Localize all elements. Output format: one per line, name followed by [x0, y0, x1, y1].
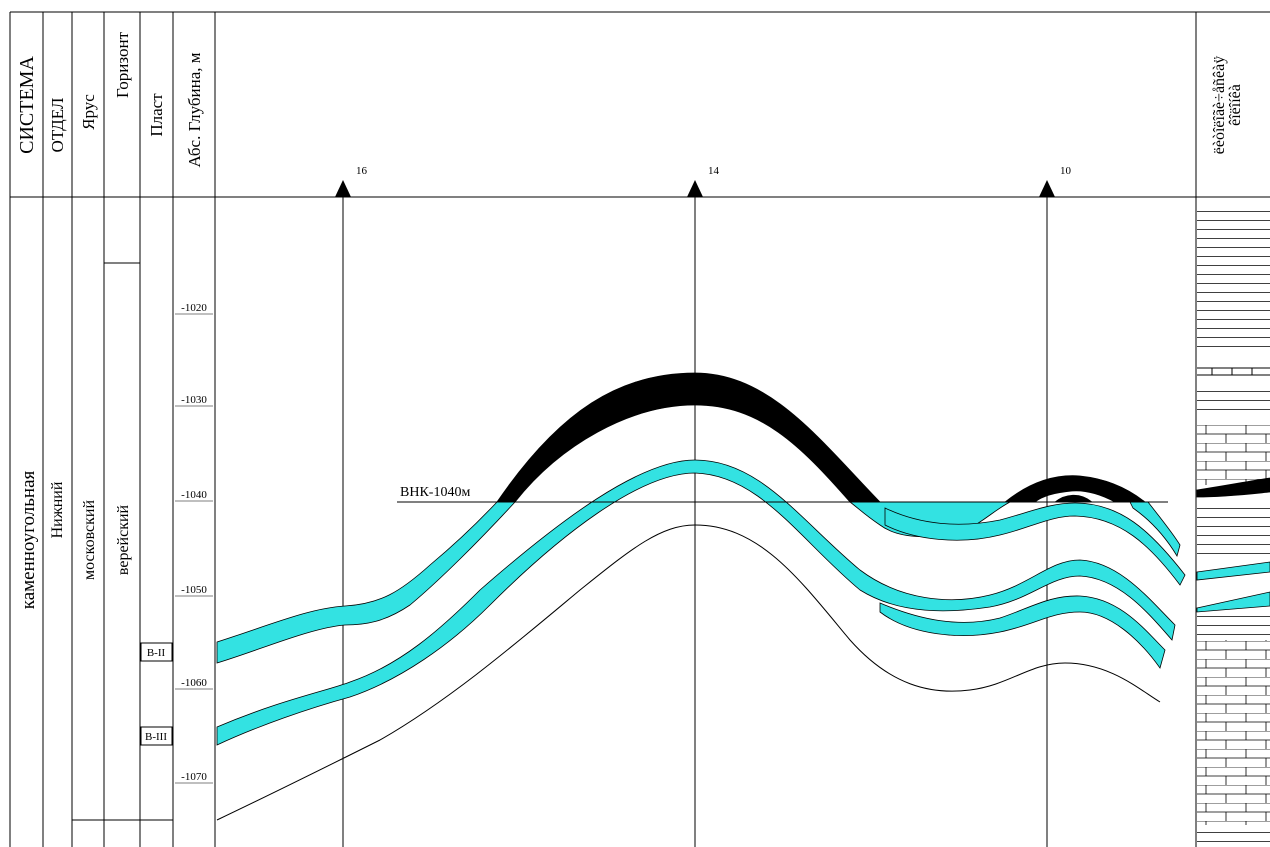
header-label: ОТДЕЛ — [48, 97, 67, 152]
system-label: каменноугольная — [18, 470, 39, 609]
well-label: 14 — [708, 165, 720, 177]
well-label: 16 — [356, 165, 368, 177]
layer-label: В-II — [147, 647, 166, 659]
header-labels: СИСТЕМА ОТДЕЛ Ярус Горизонт Пласт Абс. Г… — [16, 31, 1244, 167]
layers: ВНК-1040м — [217, 373, 1185, 820]
division-label: Нижний — [49, 481, 66, 538]
lithology-header: êîëîíêà — [1227, 84, 1244, 126]
water-layer — [217, 502, 515, 663]
well-marker — [687, 180, 703, 197]
well-label: 10 — [1060, 165, 1072, 177]
well-marker — [335, 180, 351, 197]
well-marker — [1039, 180, 1055, 197]
depth-label: -1020 — [181, 302, 207, 314]
cross-section: СИСТЕМА ОТДЕЛ Ярус Горизонт Пласт Абс. Г… — [0, 0, 1270, 847]
layer-label: В-III — [145, 731, 167, 743]
depth-label: -1040 — [181, 489, 207, 501]
horizon-label: верейский — [115, 504, 132, 575]
oil-lens — [497, 373, 880, 502]
depth-label: -1060 — [181, 677, 207, 689]
water-layer — [217, 460, 1175, 745]
header-label: Пласт — [147, 93, 166, 137]
oil-lens — [1055, 495, 1092, 502]
depth-label: -1050 — [181, 584, 207, 596]
lithology-header: ëèòîëîãè÷åñêàÿ — [1211, 56, 1228, 154]
depth-label: -1030 — [181, 394, 207, 406]
header-label: Абс. Глубина, м — [185, 52, 204, 167]
stage-label: московский — [81, 500, 98, 580]
depth-scale: -1020 -1030 -1040 -1050 -1060 -1070 — [175, 302, 213, 783]
base-horizon — [217, 525, 1160, 820]
depth-label: -1070 — [181, 771, 207, 783]
header-label: Ярус — [79, 94, 98, 130]
lithology-column — [1197, 203, 1270, 847]
stratigraphy: каменноугольная Нижний московский верейс… — [18, 470, 172, 745]
header-label: СИСТЕМА — [16, 56, 38, 154]
header-label: Горизонт — [113, 31, 132, 98]
owc-label: ВНК-1040м — [400, 485, 470, 500]
